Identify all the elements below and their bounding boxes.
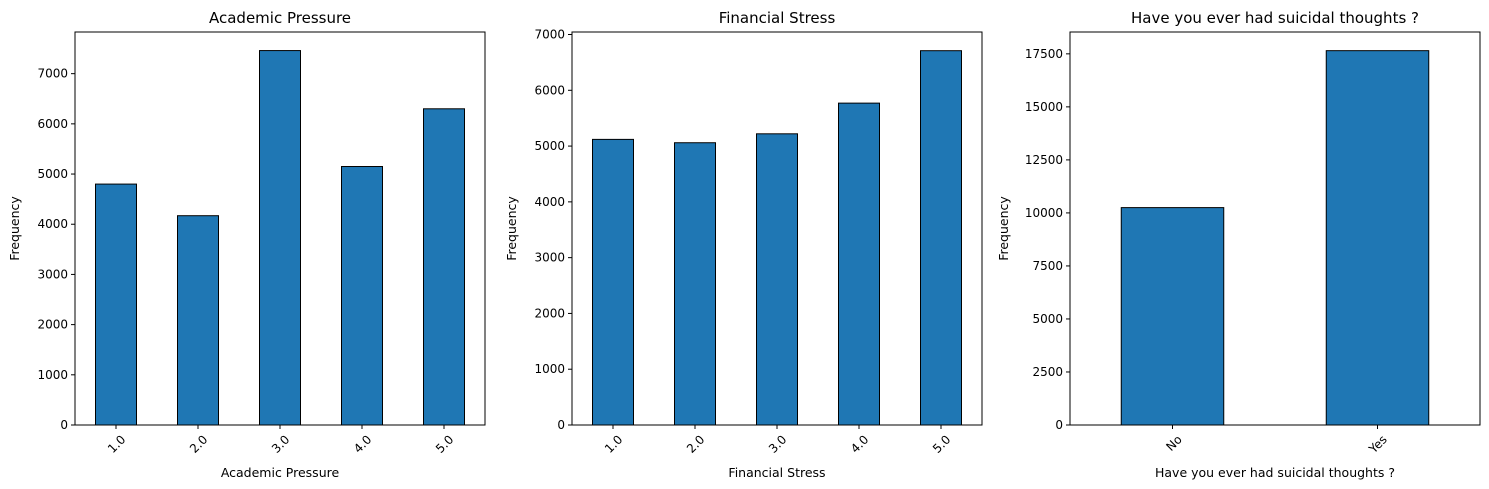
x-axis-label: Financial Stress — [728, 465, 825, 480]
bar — [592, 138, 634, 426]
x-tick-label: 5.0 — [930, 432, 953, 455]
x-tick-label: 4.0 — [848, 432, 871, 455]
x-tick-label: 3.0 — [766, 432, 789, 455]
x-tick-label: 2.0 — [187, 432, 210, 455]
x-tick-label: 1.0 — [105, 432, 128, 455]
bar — [1325, 50, 1430, 426]
y-tick-label: 1000 — [534, 362, 565, 376]
x-tick-label: Yes — [1366, 432, 1390, 456]
y-tick-label: 3000 — [534, 251, 565, 265]
x-tick-label: 5.0 — [433, 432, 456, 455]
bar — [1120, 207, 1225, 426]
bar — [423, 108, 465, 426]
y-tick-label: 0 — [1055, 418, 1063, 432]
y-tick-label: 6000 — [37, 117, 68, 131]
y-tick-label: 0 — [557, 418, 565, 432]
x-tick-label: 1.0 — [602, 432, 625, 455]
y-tick-label: 5000 — [37, 167, 68, 181]
bar — [177, 215, 219, 426]
bar — [341, 166, 383, 426]
chart-2: 0 1000 2000 3000 4000 5000 6000 7000 1.0 2.0 3.0 4.… — [504, 9, 983, 480]
y-tick-label: 2000 — [37, 318, 68, 332]
y-tick-label: 5000 — [1032, 312, 1063, 326]
y-tick-label: 2500 — [1032, 365, 1063, 379]
plot-frame — [1069, 31, 1481, 426]
y-tick-label: 2000 — [534, 306, 565, 320]
y-axis-label: Frequency — [504, 196, 519, 261]
x-tick-label: No — [1163, 432, 1184, 453]
chart-title: Have you ever had suicidal thoughts ? — [1131, 9, 1419, 27]
y-tick-label: 5000 — [534, 139, 565, 153]
y-tick-label: 1000 — [37, 368, 68, 382]
bar — [259, 50, 301, 426]
y-tick-label: 7000 — [534, 28, 565, 42]
chart-title: Academic Pressure — [209, 9, 351, 27]
y-tick-label: 17500 — [1025, 47, 1063, 61]
bar — [674, 142, 716, 426]
y-tick-label: 4000 — [534, 195, 565, 209]
bar — [756, 133, 798, 426]
y-tick-label: 7500 — [1032, 259, 1063, 273]
chart-3: 0 2500 5000 7500 10000 12500 15000 17500 No Yes Ha… — [996, 9, 1481, 480]
x-tick-label: 4.0 — [351, 432, 374, 455]
chart-title: Financial Stress — [719, 9, 836, 27]
y-tick-label: 10000 — [1025, 206, 1063, 220]
y-tick-label: 12500 — [1025, 153, 1063, 167]
bar — [838, 102, 880, 426]
y-axis-label: Frequency — [996, 196, 1011, 261]
y-tick-label: 3000 — [37, 267, 68, 281]
chart-1: 0 1000 2000 3000 4000 5000 6000 7000 1.0 2.0 3.0 4.… — [7, 9, 486, 480]
x-axis-label: Academic Pressure — [221, 465, 340, 480]
bar — [920, 50, 962, 426]
y-tick-label: 4000 — [37, 217, 68, 231]
x-axis-label: Have you ever had suicidal thoughts ? — [1155, 465, 1395, 480]
y-axis-label: Frequency — [7, 196, 22, 261]
x-tick-label: 2.0 — [684, 432, 707, 455]
y-tick-label: 0 — [60, 418, 68, 432]
x-tick-label: 3.0 — [269, 432, 292, 455]
y-tick-label: 7000 — [37, 67, 68, 81]
bar — [95, 183, 137, 426]
y-tick-label: 6000 — [534, 83, 565, 97]
y-tick-label: 15000 — [1025, 100, 1063, 114]
